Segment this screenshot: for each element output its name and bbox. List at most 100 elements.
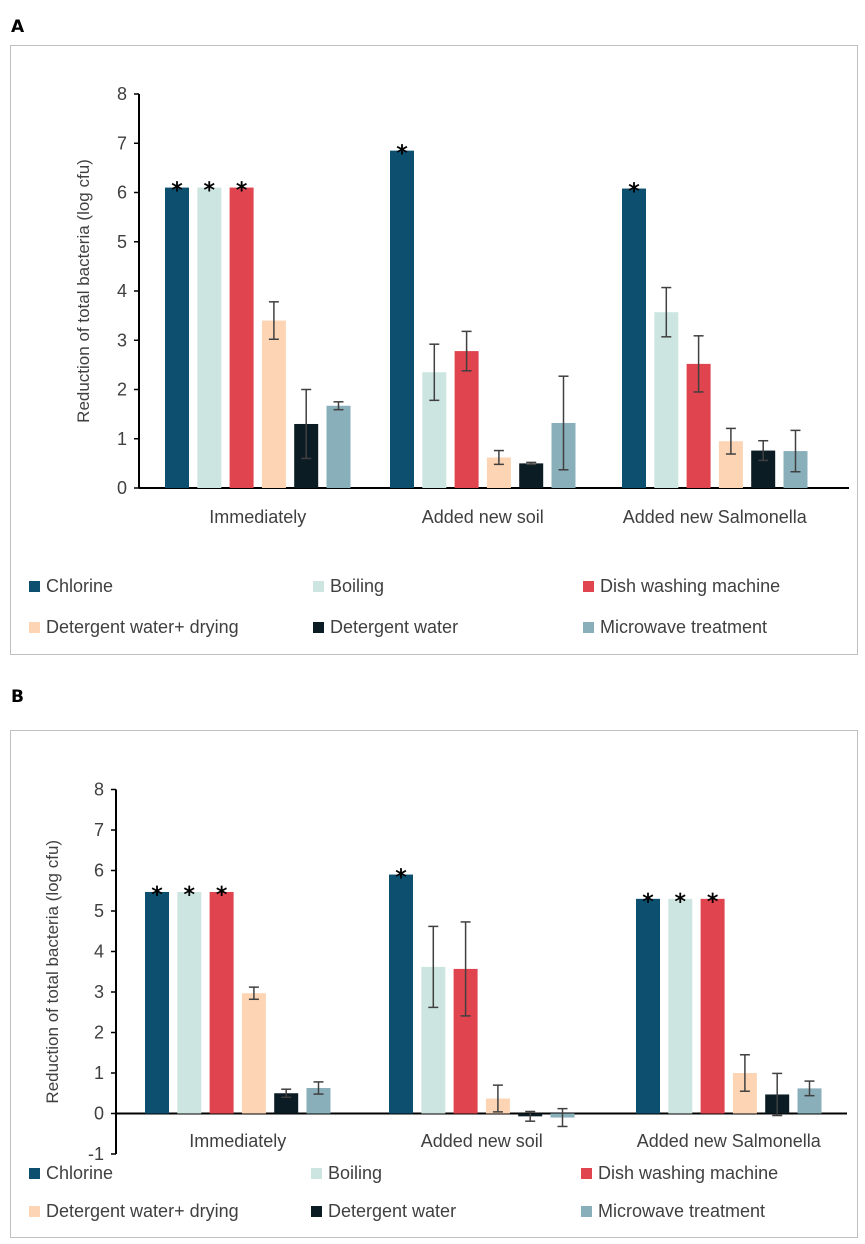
bar <box>389 874 413 1114</box>
panel-a-letter: A <box>11 17 25 37</box>
significance-asterisk: * <box>642 890 654 915</box>
bar <box>261 320 286 488</box>
legend-label: Detergent water+ drying <box>46 617 239 637</box>
legend-item-microwave-treatment: Microwave treatment <box>583 617 767 638</box>
significance-asterisk: * <box>236 179 248 204</box>
y-axis-title: Reduction of total bacteria (log cfu) <box>43 840 62 1104</box>
bar <box>241 993 266 1114</box>
bar <box>622 188 646 488</box>
legend-item-detergent-water-drying: Detergent water+ drying <box>29 1201 239 1222</box>
legend-label: Boiling <box>330 576 385 596</box>
legend-label: Detergent water <box>328 1201 457 1221</box>
bar <box>654 312 679 488</box>
legend-item-dish-washing-machine: Dish washing machine <box>581 1163 778 1184</box>
legend-item-detergent-water: Detergent water <box>311 1201 456 1222</box>
legend-swatch <box>29 622 40 633</box>
y-tick-label: 4 <box>117 281 127 301</box>
legend-swatch <box>581 1168 592 1179</box>
category-label: Immediately <box>209 507 306 527</box>
y-tick-label: 5 <box>94 901 104 921</box>
y-tick-label: 1 <box>94 1063 104 1083</box>
category-label: Added new soil <box>422 507 544 527</box>
category-label: Added new Salmonella <box>637 1131 822 1151</box>
bar <box>165 187 189 488</box>
legend-label: Detergent water <box>330 617 459 637</box>
legend-label: Chlorine <box>46 1163 114 1183</box>
category-label: Immediately <box>189 1131 286 1151</box>
legend-label: Dish washing machine <box>600 576 781 596</box>
legend-item-microwave-treatment: Microwave treatment <box>581 1201 765 1222</box>
panel-a-frame: 0 1 2 3 4 5 6 7 8 Reduction of total bacteria (lo… <box>10 45 858 655</box>
legend-swatch <box>313 622 324 633</box>
bar <box>274 1093 299 1114</box>
legend-label: Detergent water+ drying <box>46 1201 239 1221</box>
y-tick-label: 1 <box>117 429 127 449</box>
legend-swatch <box>583 622 594 633</box>
y-tick-label: 6 <box>117 183 127 203</box>
significance-asterisk: * <box>707 890 719 915</box>
y-tick-label: 8 <box>117 84 127 104</box>
chart-b: -1 0 1 2 3 4 5 6 7 8 Reduction of total bacteria (… <box>43 780 847 1164</box>
y-tick-label: 2 <box>94 1023 104 1043</box>
legend-swatch <box>29 1168 40 1179</box>
legend-label: Dish washing machine <box>598 1163 779 1183</box>
legend-swatch <box>313 581 324 592</box>
y-tick-label: 7 <box>117 133 127 153</box>
y-axis-title: Reduction of total bacteria (log cfu) <box>74 159 93 423</box>
y-tick-label: 4 <box>94 942 104 962</box>
bar <box>326 405 351 488</box>
bar <box>700 898 725 1114</box>
legend-swatch <box>29 581 40 592</box>
panel-b-letter: B <box>11 687 24 707</box>
legend-swatch <box>311 1206 322 1217</box>
bar <box>177 891 202 1114</box>
bar <box>519 463 544 488</box>
y-tick-label: 0 <box>94 1104 104 1124</box>
bar <box>209 891 234 1114</box>
panel-b-frame: -1 0 1 2 3 4 5 6 7 8 Reduction of total bacteria (… <box>10 730 858 1238</box>
bar <box>668 898 693 1114</box>
category-label: Added new Salmonella <box>623 507 808 527</box>
legend-item-chlorine: Chlorine <box>29 1163 113 1184</box>
legend-item-boiling: Boiling <box>311 1163 382 1184</box>
legend-item-chlorine: Chlorine <box>29 576 113 597</box>
legend-item-dish-washing-machine: Dish washing machine <box>583 576 780 597</box>
y-tick-label: 5 <box>117 232 127 252</box>
significance-asterisk: * <box>171 179 183 204</box>
significance-asterisk: * <box>204 179 216 204</box>
bar <box>197 187 222 488</box>
y-tick-label: 3 <box>94 982 104 1002</box>
significance-asterisk: * <box>396 142 408 167</box>
y-tick-label: 0 <box>117 478 127 498</box>
significance-asterisk: * <box>151 883 163 908</box>
category-label: Added new soil <box>421 1131 543 1151</box>
legend-swatch <box>311 1168 322 1179</box>
significance-asterisk: * <box>628 180 640 205</box>
bar <box>390 150 414 488</box>
legend-item-detergent-water-drying: Detergent water+ drying <box>29 617 239 638</box>
significance-asterisk: * <box>216 883 228 908</box>
legend-item-detergent-water: Detergent water <box>313 617 458 638</box>
bar <box>229 187 254 488</box>
legend-label: Chlorine <box>46 576 114 596</box>
legend-swatch <box>583 581 594 592</box>
significance-asterisk: * <box>675 890 687 915</box>
legend-b: Chlorine Boiling Dish washing machine De… <box>29 1163 847 1239</box>
chart-a: 0 1 2 3 4 5 6 7 8 Reduction of total bacteria (lo… <box>74 84 849 527</box>
y-tick-label: 3 <box>117 330 127 350</box>
y-tick-label: 2 <box>117 380 127 400</box>
legend-swatch <box>581 1206 592 1217</box>
legend-label: Boiling <box>328 1163 383 1183</box>
significance-asterisk: * <box>184 883 196 908</box>
legend-label: Microwave treatment <box>598 1201 766 1221</box>
legend-swatch <box>29 1206 40 1217</box>
bar <box>636 898 660 1114</box>
significance-asterisk: * <box>395 866 407 891</box>
y-tick-label: 7 <box>94 820 104 840</box>
bar <box>145 891 169 1114</box>
bar <box>454 351 479 488</box>
y-tick-label: 8 <box>94 780 104 800</box>
y-tick-label: 6 <box>94 861 104 881</box>
legend-label: Microwave treatment <box>600 617 768 637</box>
legend-a: Chlorine Boiling Dish washing machine De… <box>29 576 847 656</box>
